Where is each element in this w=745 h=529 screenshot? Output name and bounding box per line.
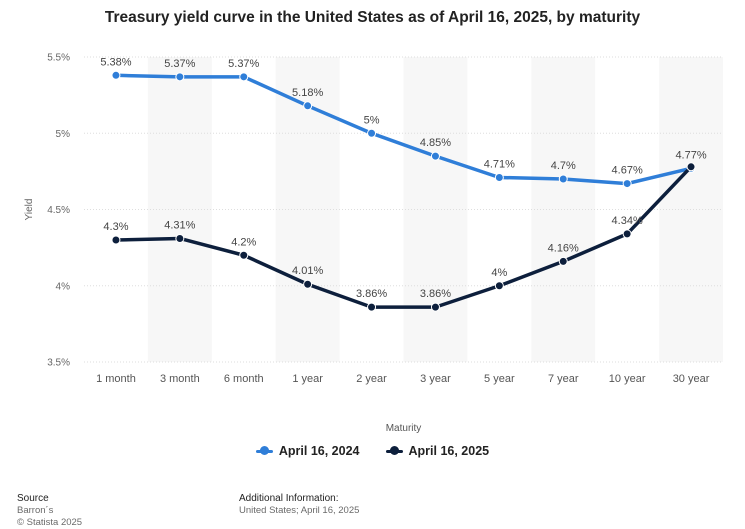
additional-info-heading[interactable]: Additional Information:: [239, 493, 339, 504]
series-2025-line: [114, 165, 693, 309]
x-tick-label: 5 year: [484, 373, 515, 385]
x-tick-label: 30 year: [673, 373, 710, 385]
series-2024-data-label: 4.67%: [612, 165, 643, 177]
series-2025-point: [111, 235, 121, 245]
series-2024-data-label: 4.85%: [420, 137, 451, 149]
series-2024-point: [111, 70, 121, 80]
source-heading: Source: [17, 493, 49, 504]
series-2025-data-label: 4.16%: [548, 242, 579, 254]
series-2024-data-label: 5%: [364, 114, 380, 126]
series-2025-point: [239, 250, 249, 260]
series-2024-point: [430, 151, 440, 161]
series-2025-point: [558, 256, 568, 266]
x-tick-label: 3 month: [160, 373, 200, 385]
series-2025-data-label: 4.31%: [164, 219, 195, 231]
additional-info-block: Additional Information: United States; A…: [239, 493, 359, 517]
copyright-text: © Statista 2025: [17, 517, 83, 528]
series-2025-data-label: 4%: [491, 267, 507, 279]
series-2025-data-label: 4.3%: [103, 221, 128, 233]
y-tick-label: 3.5%: [47, 358, 70, 369]
series-2025-data-label: 3.86%: [420, 288, 451, 300]
series-2025-data-label: 4.2%: [231, 236, 256, 248]
x-tick-label: 3 year: [420, 373, 451, 385]
x-axis-title: Maturity: [386, 423, 422, 434]
y-tick-label: 5%: [56, 129, 71, 140]
x-tick-label: 7 year: [548, 373, 579, 385]
y-tick-label: 4%: [56, 281, 71, 292]
legend-marker-2024: [255, 446, 273, 456]
series-2025-data-label: 4.01%: [292, 265, 323, 277]
series-2024-point: [303, 101, 313, 111]
series-2025-point: [175, 233, 185, 243]
band-7-year: [531, 57, 596, 362]
series-2025-data-label: 3.86%: [356, 288, 387, 300]
legend-item-2024[interactable]: April 16, 2024: [255, 444, 360, 458]
series-2024-data-label: 4.7%: [551, 160, 576, 172]
series-2025-point: [367, 302, 377, 312]
series-2024-point: [239, 72, 249, 82]
y-axis-title: Yield: [24, 199, 35, 221]
series-2025-point: [494, 281, 504, 291]
chart-area: 3.5% 4% 4.5% 5% 5.5% 1 month 3 month 6 month 1 y…: [24, 53, 723, 434]
series-2025-data-label: 4.34%: [612, 215, 643, 227]
series-2024-point: [558, 174, 568, 184]
series-2024-point: [175, 72, 185, 82]
source-block: Source Barron´s © Statista 2025: [17, 493, 82, 529]
y-tick-label: 5.5%: [47, 53, 70, 64]
legend-label-2024: April 16, 2024: [278, 444, 360, 458]
series-2024-data-label: 4.77%: [675, 149, 706, 161]
x-tick-label: 10 year: [609, 373, 646, 385]
chart-title: Treasury yield curve in the United State…: [104, 9, 641, 26]
series-2025-point: [430, 302, 440, 312]
series-2024-point: [494, 172, 504, 182]
legend-label-2025: April 16, 2025: [408, 444, 490, 458]
source-link[interactable]: Barron´s: [17, 505, 54, 516]
additional-info-text: United States; April 16, 2025: [239, 505, 360, 516]
band-30-year: [659, 57, 723, 362]
series-2024-point: [622, 179, 632, 189]
x-tick-label: 2 year: [356, 373, 387, 385]
series-2025-point: [303, 279, 313, 289]
series-2024-line: [114, 73, 693, 186]
series-2025-point: [622, 229, 632, 239]
x-tick-label: 6 month: [224, 373, 264, 385]
x-tick-label: 1 month: [96, 373, 136, 385]
series-2024-data-label: 4.71%: [484, 158, 515, 170]
band-3-month: [147, 57, 212, 362]
series-2024-point: [367, 128, 377, 138]
series-2025-point: [686, 162, 696, 172]
x-tick-label: 1 year: [292, 373, 323, 385]
series-2024-data-label: 5.37%: [164, 58, 195, 70]
series-2024-data-label: 5.37%: [228, 58, 259, 70]
series-2024-data-label: 5.38%: [100, 56, 131, 68]
legend-marker-2025: [385, 446, 403, 456]
y-tick-label: 4.5%: [47, 205, 70, 216]
series-2024-data-label: 5.18%: [292, 87, 323, 99]
legend-item-2025[interactable]: April 16, 2025: [385, 444, 490, 458]
legend: April 16, 2024 April 16, 2025: [0, 444, 745, 458]
